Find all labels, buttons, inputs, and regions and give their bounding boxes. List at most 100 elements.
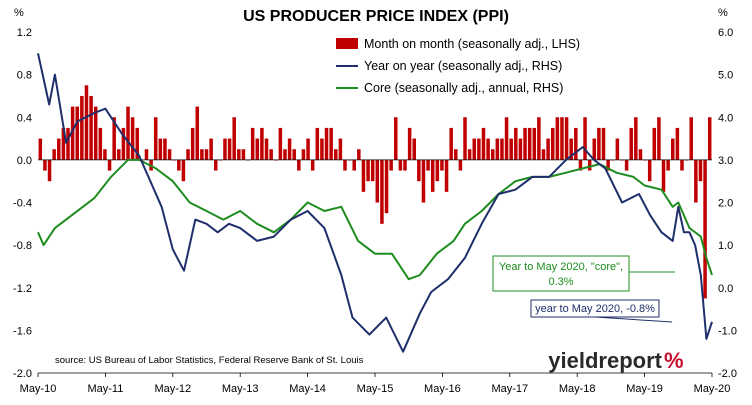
mom-bar: [163, 138, 167, 160]
mom-bar: [181, 159, 186, 182]
left-axis-tick-label: -1.6: [13, 325, 32, 337]
mom-bar: [403, 159, 407, 171]
right-axis-tick-label: 2.0: [718, 198, 733, 210]
left-axis-tick-label: 0.0: [17, 155, 32, 167]
legend-swatch-mom: [336, 38, 358, 49]
x-axis-tick-label: May-17: [491, 383, 528, 395]
mom-bar: [93, 106, 98, 160]
x-axis-tick-label: May-19: [626, 383, 663, 395]
right-axis-tick-labels: 6.0 5.0 4.0 3.0 2.0 1.0 0.0 -1.0 -2.0: [718, 27, 737, 380]
mom-bar: [320, 138, 324, 160]
mom-bar: [527, 127, 532, 160]
right-axis-tick-label: 4.0: [718, 112, 733, 124]
mom-bar: [80, 95, 84, 160]
mom-bar: [587, 159, 592, 171]
mom-bar: [135, 127, 140, 160]
mom-bar: [315, 127, 320, 160]
mom-bar: [310, 159, 315, 171]
left-axis-tick-labels: 1.2 0.8 0.4 0.0 -0.4 -0.8 -1.2 -1.6 -2.0: [13, 27, 32, 380]
mom-bar: [158, 138, 163, 160]
x-axis-tick-label: May-15: [357, 383, 394, 395]
mom-bar: [504, 117, 509, 160]
lhs-unit-label: %: [14, 7, 24, 19]
mom-bar: [334, 149, 338, 160]
logo-wordmark: yieldreport: [548, 348, 662, 373]
mom-bar: [467, 149, 472, 160]
mom-bars: [38, 85, 712, 299]
right-axis-tick-label: 0.0: [718, 283, 733, 295]
mom-bar: [260, 127, 264, 160]
mom-bar: [638, 149, 643, 160]
mom-bar: [237, 149, 241, 160]
mom-bar: [380, 159, 384, 224]
mom-bar: [694, 159, 698, 203]
mom-bar: [652, 127, 657, 160]
mom-bar: [624, 159, 629, 171]
mom-bar: [117, 149, 121, 160]
mom-bar: [70, 106, 75, 160]
left-axis-tick-label: 1.2: [17, 27, 32, 39]
mom-bar: [121, 127, 126, 160]
mom-bar: [177, 159, 181, 171]
mom-bar: [57, 138, 61, 160]
left-axis-tick-label: -2.0: [13, 368, 32, 380]
mom-bar: [500, 138, 504, 160]
left-axis-tick-label: 0.4: [17, 112, 32, 124]
mom-bar: [264, 138, 269, 160]
mom-bar: [38, 138, 43, 160]
annotation-core-line2: 0.3%: [548, 276, 573, 288]
mom-bar: [389, 159, 393, 171]
mom-bar: [43, 159, 47, 171]
mom-bar: [569, 138, 573, 160]
mom-bar: [698, 159, 703, 182]
annotation-yoy-leader: [594, 316, 673, 323]
legend: Month on month (seasonally adj., LHS) Ye…: [336, 37, 580, 95]
mom-bar: [578, 159, 583, 171]
x-axis-tick-label: May-13: [222, 383, 259, 395]
mom-bar: [361, 159, 366, 192]
mom-bar: [366, 159, 370, 182]
core-line: [37, 158, 713, 281]
mom-bar: [606, 159, 610, 171]
mom-bar: [615, 138, 620, 160]
mom-bar: [89, 95, 93, 160]
mom-bar: [269, 149, 273, 160]
mom-bar: [241, 149, 246, 160]
mom-bar: [204, 149, 209, 160]
mom-bar: [186, 149, 190, 160]
mom-bar: [657, 117, 661, 160]
x-axis-tick-label: May-18: [559, 383, 596, 395]
x-axis-tick-label: May-11: [87, 383, 123, 395]
mom-bar: [213, 159, 218, 171]
mom-bar: [130, 117, 135, 160]
chart-title: US PRODUCER PRICE INDEX (PPI): [243, 8, 509, 25]
x-axis: May-10 May-11 May-12 May-13 May-14 May-15 May-…: [20, 372, 730, 395]
mom-bar: [514, 127, 518, 160]
mom-bar: [98, 127, 103, 160]
mom-bar: [126, 106, 130, 160]
annotation-yoy: year to May 2020, -0.8%: [530, 299, 673, 323]
mom-bar: [601, 127, 606, 160]
mom-bar: [112, 117, 116, 160]
yieldreport-logo: yieldreport %: [548, 348, 683, 373]
mom-bar: [370, 159, 375, 182]
mom-bar: [523, 127, 527, 160]
mom-bar: [190, 127, 195, 160]
x-axis-tick-label: May-14: [289, 383, 326, 395]
left-axis-tick-label: -1.2: [13, 283, 32, 295]
mom-bar: [680, 159, 684, 171]
mom-bar: [574, 127, 578, 160]
mom-bar: [495, 138, 500, 160]
mom-bar: [144, 149, 149, 160]
mom-bar: [223, 138, 227, 160]
mom-bar: [209, 138, 213, 160]
mom-bar: [384, 159, 389, 214]
mom-bar: [541, 149, 546, 160]
mom-bar: [297, 159, 301, 171]
mom-bar: [546, 138, 550, 160]
mom-bar: [661, 159, 666, 192]
line-series: [37, 53, 713, 353]
mom-bar: [532, 127, 537, 160]
yoy-line: [37, 53, 713, 353]
